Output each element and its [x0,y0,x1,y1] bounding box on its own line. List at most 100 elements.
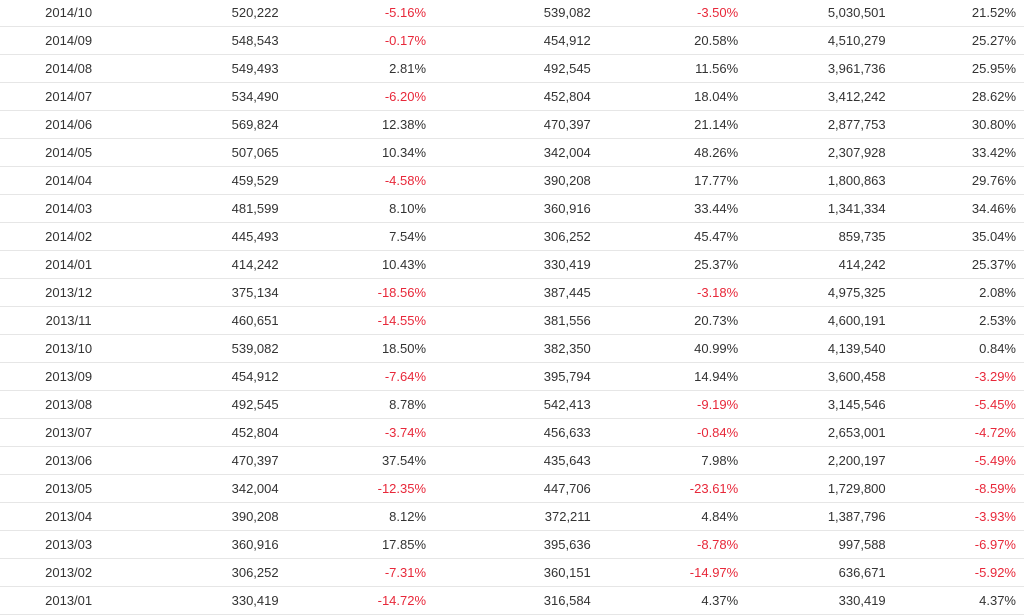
cumulative-change-cell-text: 4.37% [979,593,1016,608]
value-b-cell-text: 387,445 [543,285,591,300]
cumulative-change-cell: -5.49% [885,446,1024,475]
value-a-cell: 390,208 [137,502,279,531]
change-a-cell-text: -5.16% [384,5,427,20]
value-a-cell: 520,222 [137,0,279,27]
value-b-cell: 395,794 [426,362,591,391]
value-b-cell: 395,636 [426,530,591,559]
change-a-cell: 37.54% [278,446,427,475]
value-b-cell: 342,004 [426,138,591,167]
change-b-cell: 17.77% [590,166,739,195]
change-b-cell-text: 14.94% [694,369,739,384]
cumulative-change-cell: 25.95% [885,54,1024,83]
value-a-cell-text: 481,599 [231,201,279,216]
period-cell: 2014/10 [0,0,138,27]
change-b-cell: 11.56% [590,54,739,83]
period-cell-text: 2014/03 [45,201,93,216]
value-b-cell-text: 306,252 [543,229,591,244]
value-a-cell-text: 470,397 [231,453,279,468]
value-a-cell-text: 306,252 [231,565,279,580]
value-a-cell-text: 507,065 [231,145,279,160]
change-a-cell-text: 37.54% [381,453,427,468]
change-b-cell-text: 45.47% [694,229,739,244]
cumulative-change-cell: 34.46% [885,194,1024,223]
change-a-cell-text: 10.34% [381,145,427,160]
value-a-cell: 375,134 [137,278,279,307]
cumulative-cell: 5,030,501 [738,0,886,27]
change-b-cell: 48.26% [590,138,739,167]
change-a-cell: -14.72% [278,586,427,615]
value-b-cell-text: 330,419 [543,257,591,272]
value-a-cell-text: 330,419 [231,593,279,608]
value-a-cell-text: 414,242 [231,257,279,272]
change-a-cell: 8.12% [278,502,427,531]
cumulative-change-cell-text: -4.72% [974,425,1016,440]
cumulative-cell-text: 1,729,800 [827,481,886,496]
cumulative-cell: 997,588 [738,530,886,559]
cumulative-cell: 330,419 [738,586,886,615]
cumulative-change-cell: -5.45% [885,390,1024,419]
value-b-cell: 492,545 [426,54,591,83]
value-a-cell-text: 569,824 [231,117,279,132]
value-b-cell: 306,252 [426,222,591,251]
period-cell: 2013/05 [0,474,138,503]
value-a-cell-text: 445,493 [231,229,279,244]
change-a-cell: -0.17% [278,26,427,55]
cumulative-change-cell-text: -3.29% [974,369,1016,384]
cumulative-cell: 414,242 [738,250,886,279]
value-b-cell: 447,706 [426,474,591,503]
value-a-cell-text: 534,490 [231,89,279,104]
period-cell-text: 2014/01 [45,257,93,272]
change-a-cell-text: 7.54% [389,229,427,244]
cumulative-change-cell: 25.37% [885,250,1024,279]
change-a-cell-text: -18.56% [377,285,427,300]
value-b-cell: 387,445 [426,278,591,307]
change-a-cell: -18.56% [278,278,427,307]
cumulative-change-cell-text: -5.45% [974,397,1016,412]
period-cell: 2014/06 [0,110,138,139]
value-b-cell: 382,350 [426,334,591,363]
cumulative-cell-text: 1,800,863 [827,173,886,188]
cumulative-cell: 1,341,334 [738,194,886,223]
cumulative-cell-text: 5,030,501 [827,5,886,20]
value-a-cell: 454,912 [137,362,279,391]
value-a-cell: 445,493 [137,222,279,251]
change-a-cell-text: -14.72% [377,593,427,608]
cumulative-change-cell-text: -6.97% [974,537,1016,552]
cumulative-change-cell: 4.37% [885,586,1024,615]
period-cell: 2013/12 [0,278,138,307]
change-b-cell-text: 21.14% [694,117,739,132]
cumulative-change-cell: 2.53% [885,306,1024,335]
cumulative-change-cell-text: -5.92% [974,565,1016,580]
value-b-cell: 470,397 [426,110,591,139]
cumulative-cell-text: 3,600,458 [827,369,886,384]
value-a-cell: 548,543 [137,26,279,55]
cumulative-cell: 2,653,001 [738,418,886,447]
change-a-cell: 10.34% [278,138,427,167]
change-a-cell: -12.35% [278,474,427,503]
change-b-cell-text: -3.50% [697,5,739,20]
table-row: 2013/11 460,651 -14.55% 381,556 20.73% 4,600,… [0,306,1024,335]
change-b-cell: 21.14% [590,110,739,139]
period-cell: 2013/11 [0,306,138,335]
change-b-cell: -3.50% [590,0,739,27]
cumulative-change-cell-text: 28.62% [971,89,1016,104]
cumulative-change-cell-text: -5.49% [974,453,1016,468]
value-b-cell-text: 492,545 [543,61,591,76]
cumulative-change-cell: -4.72% [885,418,1024,447]
cumulative-change-cell-text: 30.80% [971,117,1016,132]
cumulative-change-cell: -6.97% [885,530,1024,559]
cumulative-change-cell-text: 2.53% [979,313,1016,328]
value-b-cell-text: 372,211 [544,509,591,524]
value-a-cell-text: 460,651 [231,313,279,328]
period-cell-text: 2013/07 [45,425,93,440]
change-b-cell-text: -23.61% [689,481,739,496]
change-b-cell-text: -0.84% [697,425,739,440]
change-b-cell: 33.44% [590,194,739,223]
change-a-cell-text: 10.43% [381,257,427,272]
period-cell: 2013/07 [0,418,138,447]
cumulative-cell-text: 4,139,540 [827,341,886,356]
cumulative-cell-text: 3,145,546 [827,397,886,412]
value-b-cell: 381,556 [426,306,591,335]
table-row: 2013/03 360,916 17.85% 395,636 -8.78% 997,588… [0,530,1024,559]
value-b-cell-text: 382,350 [543,341,591,356]
